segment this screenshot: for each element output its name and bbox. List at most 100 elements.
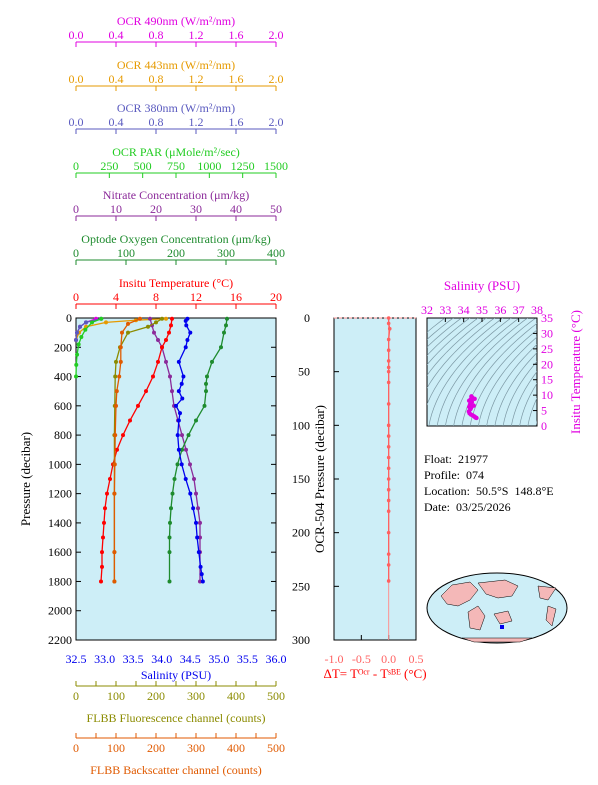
delta-data-point bbox=[386, 563, 391, 567]
par-tick-label: 750 bbox=[167, 159, 185, 173]
ocr380-axis-label: OCR 380nm (W/m²/nm) bbox=[117, 101, 235, 115]
temperature-data-point bbox=[160, 345, 164, 350]
par-tick-label: 250 bbox=[100, 159, 118, 173]
delta-data-point bbox=[386, 530, 391, 535]
salinity-data-point bbox=[188, 330, 193, 335]
fluorescence-data-point bbox=[113, 374, 118, 379]
ocr443-tick-label: 0.0 bbox=[69, 72, 84, 86]
temperature-data-point bbox=[100, 564, 104, 569]
fluorescence-tick-label: 100 bbox=[107, 689, 125, 703]
temperature-data-point bbox=[115, 447, 119, 452]
temperature-data-point bbox=[105, 491, 109, 496]
par-data-point bbox=[90, 320, 94, 325]
ts-y-tick-label: 25 bbox=[541, 342, 553, 356]
salinity-data-point bbox=[176, 447, 181, 452]
delta-series bbox=[386, 316, 392, 583]
ts-x-tick-label: 34 bbox=[458, 303, 470, 317]
ocr490-axis-label: OCR 490nm (W/m²/nm) bbox=[117, 14, 235, 28]
salinity-data-point bbox=[200, 579, 205, 584]
delta-pressure-tick-label: 150 bbox=[292, 472, 310, 486]
ts-x-tick-label: 37 bbox=[513, 303, 525, 317]
pressure-tick-label: 1400 bbox=[48, 516, 72, 530]
ts-plot-area bbox=[426, 317, 538, 427]
delta-data-point bbox=[386, 365, 391, 370]
temperature-data-point bbox=[164, 337, 168, 342]
delta-pressure-tick-label: 200 bbox=[292, 526, 310, 540]
nitrate-tick-label: 20 bbox=[150, 202, 162, 216]
delta-data-point bbox=[386, 321, 391, 326]
fluorescence-tick-label: 0 bbox=[73, 689, 79, 703]
fluorescence-tick-label: 200 bbox=[147, 689, 165, 703]
oxygen-data-point bbox=[172, 477, 177, 481]
nitrate-data-point bbox=[180, 433, 184, 438]
oxygen-tick-label: 300 bbox=[217, 246, 235, 260]
salinity-data-point bbox=[191, 506, 196, 511]
ocr443-axis-label: OCR 443nm (W/m²/nm) bbox=[117, 58, 235, 72]
salinity-data-point bbox=[199, 572, 204, 577]
oxygen-data-point bbox=[175, 462, 180, 467]
nitrate-data-point bbox=[152, 330, 156, 335]
delta-pressure-tick-label: 50 bbox=[298, 365, 310, 379]
fluorescence-tick-label: 300 bbox=[187, 689, 205, 703]
density-contour-line bbox=[494, 352, 537, 426]
oxygen-data-point bbox=[204, 389, 208, 394]
ts-x-tick-label: 33 bbox=[439, 303, 451, 317]
ts-y-tick-label: 20 bbox=[541, 357, 553, 371]
salinity-data-point bbox=[174, 403, 178, 408]
map-land-australia bbox=[493, 610, 513, 625]
salinity-data-point bbox=[175, 433, 180, 438]
backscatter-tick-label: 500 bbox=[267, 741, 285, 755]
delta-data-point bbox=[386, 487, 391, 492]
ts-points bbox=[466, 394, 479, 421]
temperature-data-point bbox=[121, 433, 125, 438]
oxygen-data-point bbox=[225, 316, 229, 321]
nitrate-data-point bbox=[194, 491, 198, 496]
map-land-africa-europe bbox=[440, 581, 479, 607]
ocr380-tick-label: 1.2 bbox=[189, 115, 204, 129]
nitrate-tick-label: 10 bbox=[110, 202, 122, 216]
delta-plot-area bbox=[333, 317, 417, 641]
salinity-tick-label: 34.5 bbox=[180, 652, 201, 666]
delta-data-point bbox=[386, 337, 391, 342]
backscatter-tick-label: 300 bbox=[187, 741, 205, 755]
delta-pressure-tick-label: 300 bbox=[292, 633, 310, 647]
pressure-tick-label: 1600 bbox=[48, 545, 72, 559]
nitrate-data-point bbox=[170, 389, 174, 394]
nitrate-tick-label: 30 bbox=[190, 202, 202, 216]
oxygen-data-point bbox=[169, 506, 173, 511]
par-tick-label: 1000 bbox=[197, 159, 221, 173]
map-land-antarctica bbox=[461, 637, 533, 643]
temperature-data-point bbox=[170, 316, 174, 321]
ocr490-tick-label: 2.0 bbox=[269, 28, 284, 42]
ocr443-tick-label: 0.4 bbox=[109, 72, 124, 86]
par-tick-label: 500 bbox=[134, 159, 152, 173]
backscatter-tick-label: 400 bbox=[227, 741, 245, 755]
delta-data-point bbox=[386, 423, 391, 428]
oxygen-data-point bbox=[167, 550, 172, 555]
nitrate-tick-label: 50 bbox=[270, 202, 282, 216]
pressure-tick-label: 600 bbox=[54, 399, 72, 413]
nitrate-data-point bbox=[168, 374, 172, 379]
map-land-south-america bbox=[545, 605, 557, 627]
density-contour-line bbox=[461, 322, 537, 426]
delta-pressure-tick-label: 0 bbox=[304, 311, 310, 325]
temperature-data-point bbox=[108, 477, 112, 481]
backscatter-data-point bbox=[120, 330, 124, 335]
backscatter-data-point bbox=[114, 389, 119, 394]
oxygen-data-point bbox=[202, 403, 207, 408]
oxygen-tick-label: 400 bbox=[267, 246, 285, 260]
density-contour-line bbox=[427, 318, 463, 348]
delta-data-point bbox=[386, 369, 391, 374]
oxygen-tick-label: 0 bbox=[73, 246, 79, 260]
ocr490-tick-label: 0.4 bbox=[109, 28, 124, 42]
nitrate-data-point bbox=[198, 535, 202, 540]
par-axis-label: OCR PAR (μMole/m²/sec) bbox=[112, 145, 240, 159]
ts-data-point bbox=[474, 415, 479, 421]
ocr380-data-point bbox=[84, 320, 88, 325]
delta-data-point bbox=[386, 348, 391, 353]
salinity-data-point bbox=[180, 396, 185, 401]
temperature-data-point bbox=[144, 389, 148, 394]
pressure-tick-label: 2200 bbox=[48, 633, 72, 647]
ts-y-tick-label: 5 bbox=[541, 404, 547, 418]
pressure-tick-label: 1200 bbox=[48, 487, 72, 501]
